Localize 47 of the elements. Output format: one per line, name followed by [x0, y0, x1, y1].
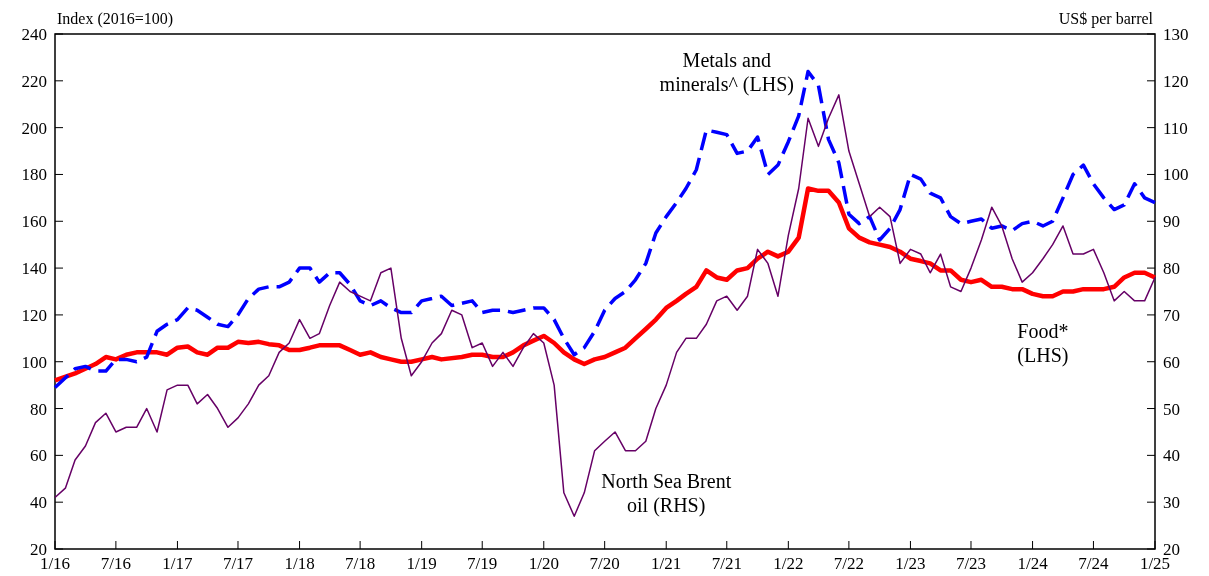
x-tick-label: 1/23 [895, 554, 926, 573]
y-tick-label: 220 [21, 71, 47, 91]
x-tick-label: 1/18 [284, 554, 315, 573]
y2-tick-label: 80 [1163, 259, 1180, 279]
y-axis-title: Index (2016=100) [57, 10, 174, 28]
x-tick-label: 7/21 [711, 554, 742, 573]
y-tick-label: 140 [21, 259, 47, 279]
y2-tick-label: 130 [1163, 25, 1189, 44]
y-tick-label: 180 [21, 165, 47, 185]
y2-axis-title: US$ per barrel [1058, 10, 1154, 28]
series-label: Food* (LHS) [1017, 320, 1069, 368]
y-tick-label: 60 [30, 446, 47, 466]
y-tick-label: 240 [21, 25, 47, 44]
x-tick-label: 1/17 [162, 554, 194, 573]
y-tick-label: 80 [30, 399, 47, 419]
x-tick-label: 1/19 [406, 554, 437, 573]
series-label: North Sea Brent oil (RHS) [601, 470, 732, 518]
x-tick-label: 7/23 [955, 554, 987, 573]
y-tick-label: 200 [21, 118, 47, 138]
line-series [54, 94, 1156, 517]
x-tick-label: 7/16 [100, 554, 132, 573]
x-tick-label: 7/20 [589, 554, 620, 573]
y2-tick-label: 70 [1163, 305, 1180, 325]
y2-tick-label: 60 [1163, 352, 1180, 372]
x-tick-label: 7/17 [222, 554, 254, 573]
y2-tick-label: 50 [1163, 399, 1180, 419]
x-tick-label: 7/24 [1078, 554, 1110, 573]
x-tick-label: 1/22 [773, 554, 804, 573]
series-label: Metals and minerals^ (LHS) [659, 48, 794, 96]
x-tick-label: 1/20 [528, 554, 559, 573]
y2-tick-label: 110 [1163, 118, 1188, 138]
y-tick-label: 40 [30, 493, 47, 513]
y-tick-label: 120 [21, 305, 47, 325]
x-tick-label: 1/24 [1017, 554, 1049, 573]
y-tick-label: 100 [21, 352, 47, 372]
line-series [52, 186, 1158, 383]
y-tick-label: 160 [21, 212, 47, 232]
y2-tick-label: 90 [1163, 212, 1180, 232]
line-series [53, 69, 1157, 390]
x-tick-label: 7/22 [833, 554, 864, 573]
y2-tick-label: 100 [1163, 165, 1189, 185]
y2-tick-label: 120 [1163, 71, 1189, 91]
x-tick-label: 1/21 [651, 554, 682, 573]
y2-tick-label: 30 [1163, 493, 1180, 513]
y2-tick-label: 40 [1163, 446, 1180, 466]
x-tick-label: 7/19 [467, 554, 498, 573]
x-tick-label: 7/18 [344, 554, 376, 573]
